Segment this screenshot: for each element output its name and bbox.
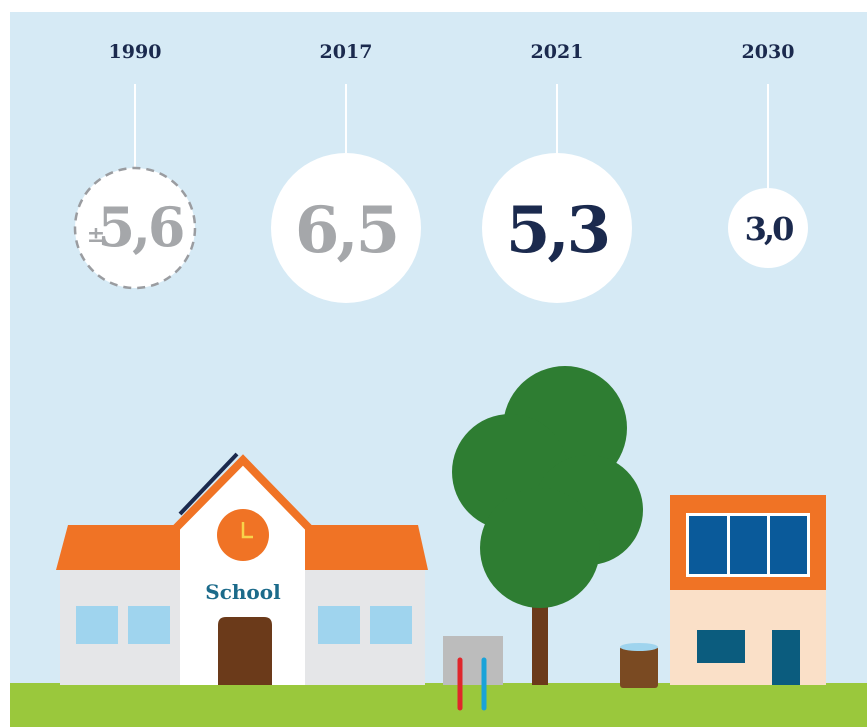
box — [443, 636, 503, 685]
window — [370, 606, 412, 644]
rain-barrel — [620, 643, 658, 688]
foliage — [480, 488, 600, 608]
value: 3,0 — [745, 210, 793, 248]
window — [76, 606, 118, 644]
year: 2021 — [531, 41, 584, 63]
door — [218, 617, 272, 685]
solar-window — [689, 516, 727, 574]
solar-window — [730, 516, 767, 574]
infographic: 1990 ± 5,6 2017 6,5 2021 5,3 2030 3,0 Sc… — [0, 0, 867, 727]
window — [697, 630, 745, 663]
lower-floor — [670, 590, 826, 685]
solar-window — [770, 516, 807, 574]
year: 1990 — [109, 41, 162, 63]
value: 5,3 — [506, 193, 608, 268]
page: 1990 ± 5,6 2017 6,5 2021 5,3 2030 3,0 Sc… — [0, 0, 867, 727]
roof — [305, 525, 428, 570]
window — [318, 606, 360, 644]
water — [620, 643, 658, 651]
window — [128, 606, 170, 644]
value: 6,5 — [295, 193, 397, 268]
year: 2030 — [742, 41, 795, 63]
barrel — [620, 646, 658, 688]
door — [772, 630, 800, 685]
house — [670, 495, 826, 685]
roof — [56, 525, 180, 570]
ground — [10, 683, 867, 727]
school-label: School — [205, 580, 281, 604]
value: 5,6 — [98, 195, 183, 259]
year: 2017 — [320, 41, 373, 63]
